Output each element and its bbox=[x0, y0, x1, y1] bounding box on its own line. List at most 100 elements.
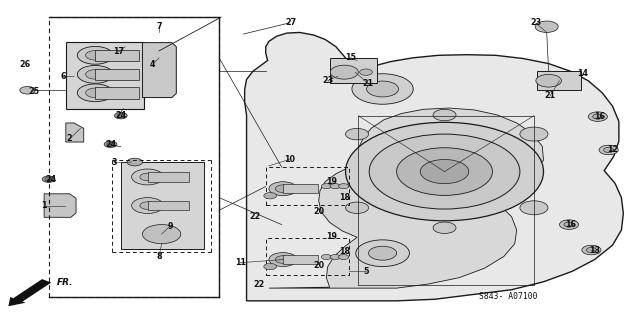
Circle shape bbox=[367, 81, 399, 97]
Text: 22: 22 bbox=[253, 279, 265, 288]
Circle shape bbox=[140, 173, 156, 181]
Circle shape bbox=[420, 160, 468, 184]
Polygon shape bbox=[121, 162, 204, 249]
Circle shape bbox=[559, 220, 579, 229]
Text: 10: 10 bbox=[284, 155, 295, 164]
Text: 18: 18 bbox=[339, 193, 350, 202]
Bar bbox=[283, 255, 318, 264]
Text: 5: 5 bbox=[364, 267, 369, 276]
Circle shape bbox=[369, 246, 397, 260]
Polygon shape bbox=[66, 123, 84, 142]
Circle shape bbox=[86, 88, 105, 98]
Circle shape bbox=[104, 141, 117, 147]
Circle shape bbox=[264, 263, 276, 270]
Text: 3: 3 bbox=[111, 158, 117, 167]
Text: 20: 20 bbox=[313, 261, 324, 271]
Circle shape bbox=[140, 202, 156, 209]
Circle shape bbox=[132, 197, 164, 213]
Circle shape bbox=[77, 47, 113, 64]
Circle shape bbox=[356, 240, 410, 267]
Circle shape bbox=[86, 50, 105, 60]
Circle shape bbox=[604, 147, 614, 152]
Circle shape bbox=[269, 182, 297, 196]
Bar bbox=[148, 201, 189, 210]
Circle shape bbox=[321, 184, 332, 189]
Circle shape bbox=[117, 114, 125, 118]
Text: 9: 9 bbox=[167, 222, 173, 231]
Text: 20: 20 bbox=[313, 207, 324, 216]
Text: 12: 12 bbox=[607, 145, 618, 154]
Text: 22: 22 bbox=[249, 212, 260, 221]
Circle shape bbox=[564, 222, 574, 227]
Circle shape bbox=[369, 134, 520, 209]
Text: 21: 21 bbox=[545, 92, 556, 100]
Text: 13: 13 bbox=[589, 246, 600, 255]
Circle shape bbox=[115, 113, 127, 119]
Circle shape bbox=[593, 114, 603, 119]
Text: 24: 24 bbox=[105, 140, 116, 149]
Bar bbox=[95, 87, 139, 99]
Bar bbox=[266, 167, 349, 204]
Circle shape bbox=[330, 65, 358, 79]
Circle shape bbox=[588, 112, 607, 122]
Circle shape bbox=[433, 222, 456, 234]
Text: 14: 14 bbox=[578, 69, 589, 78]
Circle shape bbox=[143, 225, 180, 244]
Text: 1: 1 bbox=[42, 201, 47, 210]
Polygon shape bbox=[269, 108, 543, 288]
Polygon shape bbox=[537, 71, 580, 90]
Circle shape bbox=[107, 142, 115, 146]
Text: 11: 11 bbox=[235, 258, 246, 267]
Bar bbox=[95, 69, 139, 80]
Circle shape bbox=[433, 109, 456, 121]
Circle shape bbox=[77, 65, 113, 83]
Circle shape bbox=[582, 245, 601, 255]
Circle shape bbox=[127, 158, 143, 166]
Text: 6: 6 bbox=[61, 72, 66, 81]
Circle shape bbox=[264, 193, 276, 199]
Text: FR.: FR. bbox=[57, 278, 74, 287]
Text: 16: 16 bbox=[565, 220, 576, 229]
Text: 4: 4 bbox=[150, 60, 156, 69]
Bar bbox=[95, 50, 139, 61]
Bar bbox=[148, 172, 189, 182]
Text: 16: 16 bbox=[594, 112, 605, 121]
Circle shape bbox=[535, 21, 558, 33]
Text: 24: 24 bbox=[45, 175, 56, 184]
Text: 27: 27 bbox=[285, 19, 297, 27]
Circle shape bbox=[321, 255, 332, 260]
Polygon shape bbox=[66, 42, 145, 109]
Circle shape bbox=[20, 86, 35, 94]
Circle shape bbox=[275, 185, 291, 193]
Circle shape bbox=[330, 255, 340, 260]
Text: 24: 24 bbox=[115, 111, 126, 120]
Circle shape bbox=[132, 169, 164, 185]
Text: 2: 2 bbox=[67, 134, 72, 143]
Circle shape bbox=[45, 177, 52, 181]
Text: 19: 19 bbox=[326, 177, 337, 186]
Text: 21: 21 bbox=[362, 79, 374, 88]
Circle shape bbox=[599, 145, 618, 155]
Polygon shape bbox=[244, 33, 623, 301]
Bar bbox=[283, 184, 318, 194]
Circle shape bbox=[346, 122, 543, 221]
Circle shape bbox=[86, 70, 105, 79]
Circle shape bbox=[42, 176, 55, 182]
Circle shape bbox=[346, 202, 369, 213]
Circle shape bbox=[275, 256, 291, 263]
Circle shape bbox=[520, 201, 548, 215]
Bar bbox=[266, 238, 349, 275]
Circle shape bbox=[330, 184, 340, 189]
Circle shape bbox=[339, 255, 349, 260]
Text: 26: 26 bbox=[19, 60, 31, 69]
Circle shape bbox=[352, 74, 413, 104]
Circle shape bbox=[586, 248, 596, 253]
Text: 17: 17 bbox=[113, 47, 124, 56]
Text: 7: 7 bbox=[156, 22, 162, 31]
Text: 19: 19 bbox=[326, 232, 337, 241]
Polygon shape bbox=[143, 43, 176, 98]
Circle shape bbox=[77, 84, 113, 102]
Text: 23: 23 bbox=[531, 19, 541, 27]
Text: 18: 18 bbox=[339, 247, 350, 256]
Circle shape bbox=[346, 128, 369, 140]
